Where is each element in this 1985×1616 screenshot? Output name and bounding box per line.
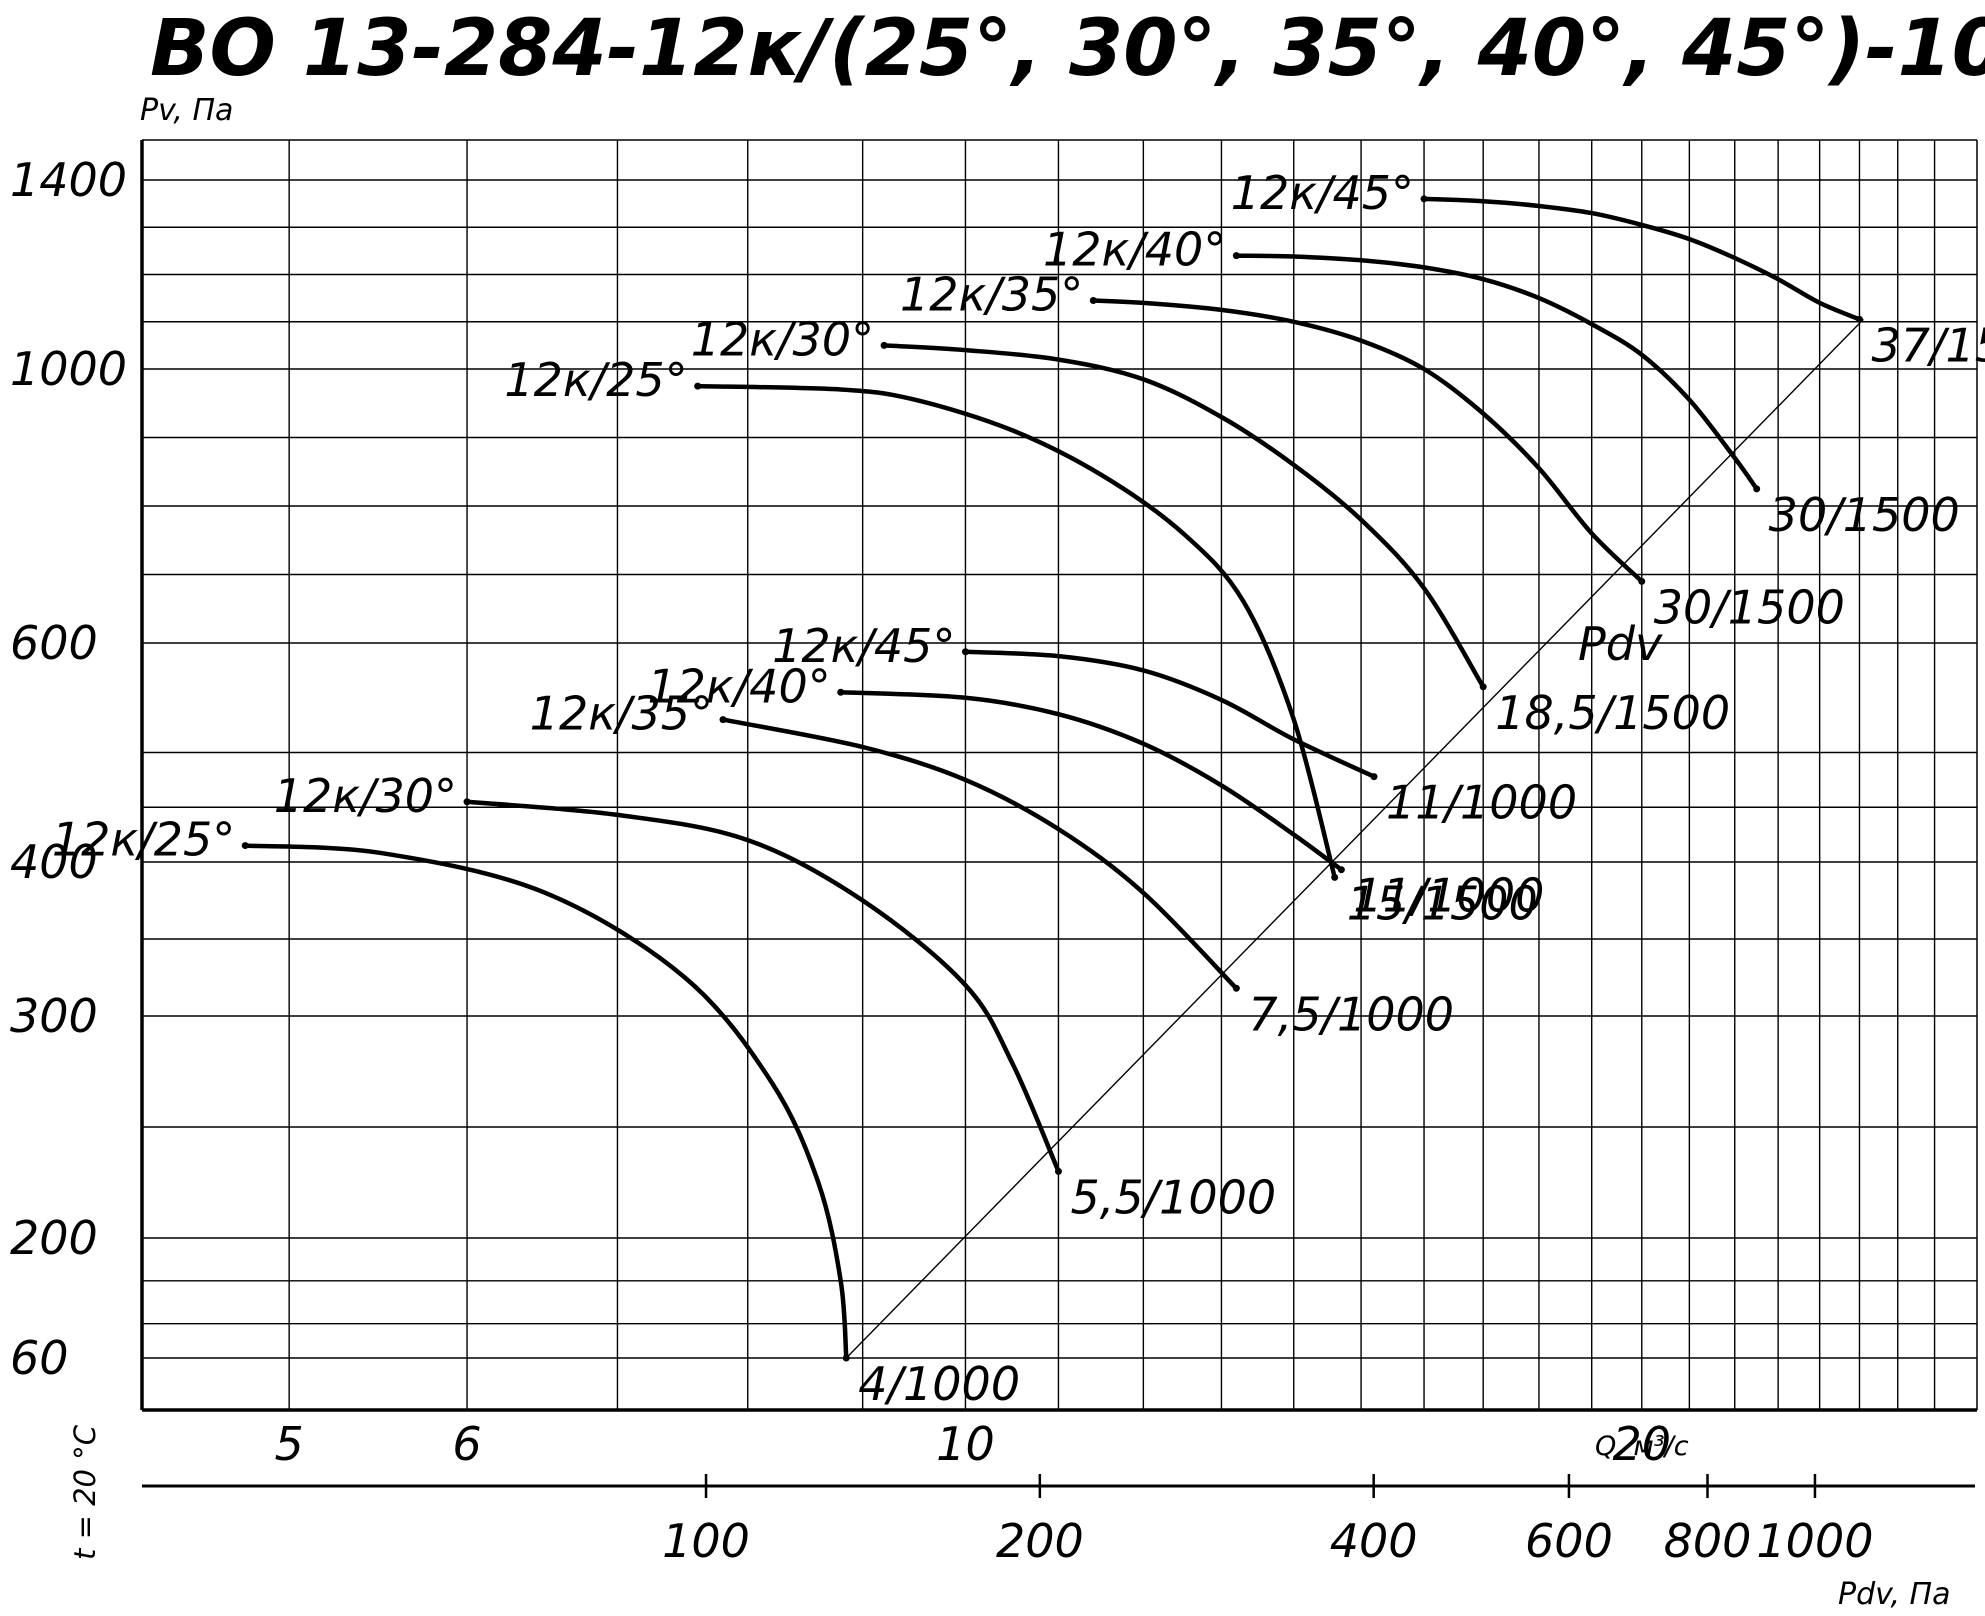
y-tick-label: 400 [10,835,98,889]
performance-curve [1421,196,1862,322]
motor-label: 11/1000 [1386,776,1577,830]
curve-start-point [961,648,969,656]
curve-name-label: 12к/35° [530,687,713,741]
curve-start-point [694,382,702,390]
pdv-tick-label: 100 [662,1514,750,1568]
performance-curve [695,383,1337,880]
pdv-tick-label: 600 [1525,1514,1613,1568]
curve-name-label: 12к/25° [52,813,235,867]
curve-start-point [1420,195,1428,203]
performance-curve [243,843,849,1361]
curve-end-point [842,1354,850,1362]
x-tick-label: 6 [452,1417,481,1471]
y-tick-label: 600 [10,616,98,670]
curve-end-point [1331,873,1339,881]
x-tick-label: 20 [1612,1417,1671,1471]
curve-end-point [1232,984,1240,992]
y-tick-label: 1000 [10,342,127,396]
performance-curve [464,799,1061,1174]
performance-curve [881,343,1486,690]
motor-label: 5,5/1000 [1070,1170,1276,1224]
ticks-layer: 60 200 300 400 600 1000 1400 5 6 10 20 100 200 400 600… [10,153,1873,1568]
pdv-line-label: Pdv [1578,617,1663,671]
curve-end-point [1054,1167,1062,1175]
y-axis-label: Pv, Па [140,93,233,128]
pdv-diagonal-line [845,318,1864,1359]
curve-start-point [1232,252,1240,260]
curve-name-label: 12к/45° [772,619,955,673]
pdv-tick-label: 1000 [1756,1514,1873,1568]
labels-layer: 12к/25° 4/1000 12к/30° 5,5/1000 12к/35° 7,5/1… [52,166,1985,1411]
curve-start-point [837,688,845,696]
pdv-tick-label: 800 [1664,1514,1752,1568]
performance-curve [838,690,1344,872]
curves-layer [241,195,1863,1362]
curve-start-point [719,716,727,724]
x-tick-label: 5 [275,1417,304,1471]
curve-end-point [1855,315,1863,323]
curve-name-label: 12к/30° [691,312,874,366]
curve-end-point [1638,577,1646,585]
motor-label: 18,5/1500 [1495,686,1730,740]
curve-name-label: 12к/40° [647,659,830,713]
frame-layer [140,139,1978,1488]
curve-start-point [1089,296,1097,304]
curve-end-point [1753,485,1761,493]
pdv-axis-label: Pdv, Па [1838,1577,1950,1612]
motor-label: 4/1000 [858,1357,1020,1411]
y-tick-label: 300 [10,989,98,1043]
chart-title: ВО 13-284-12к/(25°, 30°, 35°, 40°, 45°)-… [150,4,1985,94]
curve-name-label: 12к/40° [1043,223,1226,277]
motor-label: 37/1500 [1871,318,1985,372]
grid-layer [142,140,1977,1410]
y-tick-label: 200 [10,1211,98,1265]
motor-label: 15/1500 [1347,876,1538,930]
x-axis-label: Q, м³/с [1595,1431,1689,1462]
curve-name-label: 12к/35° [900,267,1083,321]
y-tick-label: 1400 [10,153,127,207]
curve-start-point [880,341,888,349]
curve-name-label: 12к/45° [1231,166,1414,220]
performance-curve [1091,298,1645,584]
curve-start-point [241,842,249,850]
curve-end-point [1370,773,1378,781]
x-tick-label: 10 [936,1417,995,1471]
motor-label: 7,5/1000 [1248,987,1454,1041]
performance-curve [1234,253,1759,492]
performance-curve [720,717,1239,991]
motor-label: 11/1000 [1353,869,1544,923]
motor-label: 30/1500 [1654,580,1845,634]
curve-start-point [463,798,471,806]
curve-end-point [1337,866,1345,874]
curve-end-point [1479,683,1487,691]
curve-name-label: 12к/25° [504,353,687,407]
y-tick-label: 60 [10,1331,69,1385]
motor-label: 30/1500 [1769,488,1960,542]
pdv-tick-label: 400 [1330,1514,1418,1568]
temperature-label: t = 20 °C [68,1424,102,1560]
curve-name-label: 12к/30° [274,769,457,823]
pdv-tick-label: 200 [996,1514,1084,1568]
